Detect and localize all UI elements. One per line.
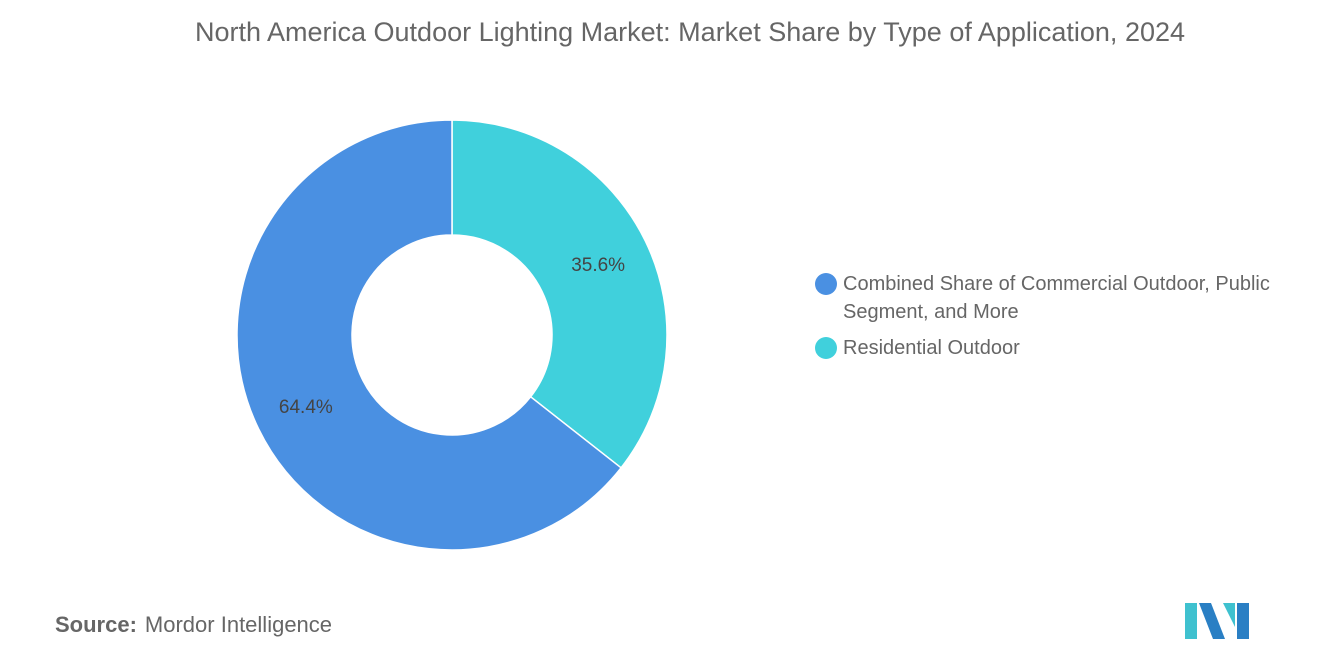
legend-item[interactable]: Combined Share of Commercial Outdoor, Pu… xyxy=(815,270,1273,326)
legend-swatch xyxy=(815,337,837,359)
donut-slice[interactable] xyxy=(451,119,668,469)
data-label: 35.6% xyxy=(571,255,625,276)
source-label: Source: xyxy=(55,612,137,637)
legend-label: Combined Share of Commercial Outdoor, Pu… xyxy=(843,273,1270,323)
legend-item[interactable]: Residential Outdoor xyxy=(815,334,1273,362)
legend: Combined Share of Commercial Outdoor, Pu… xyxy=(815,270,1273,370)
source-note: Source: Mordor Intelligence xyxy=(55,612,332,638)
data-label: 64.4% xyxy=(279,397,333,418)
mordor-logo xyxy=(1185,603,1249,639)
chart-title: North America Outdoor Lighting Market: M… xyxy=(194,17,1186,47)
legend-label: Residential Outdoor xyxy=(843,337,1020,359)
donut-slice[interactable] xyxy=(236,119,623,551)
legend-swatch xyxy=(815,273,837,295)
source-value: Mordor Intelligence xyxy=(144,612,333,637)
